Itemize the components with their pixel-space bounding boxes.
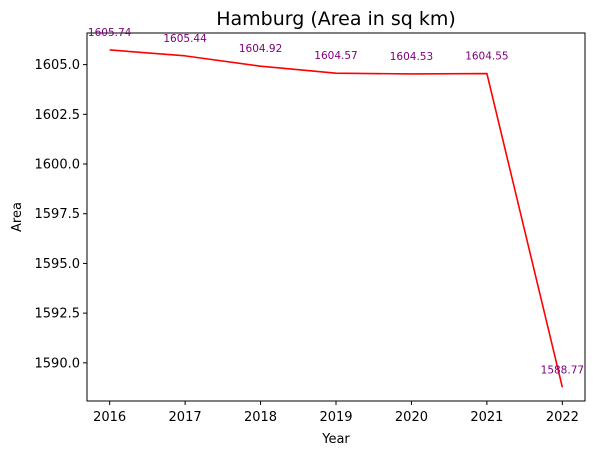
y-tick-label: 1592.5 (35, 307, 81, 322)
x-tick-label: 2018 (244, 410, 277, 425)
data-label: 1605.44 (163, 33, 207, 45)
data-label: 1604.57 (314, 50, 357, 62)
x-tick-label: 2017 (169, 410, 202, 425)
plot-frame (86, 32, 586, 402)
x-axis-title: Year (321, 432, 350, 447)
y-axis-title: Area (10, 202, 25, 232)
chart-title: Hamburg (Area in sq km) (216, 8, 456, 30)
data-label: 1604.92 (239, 43, 282, 55)
x-tick-label: 2022 (546, 410, 579, 425)
y-tick-label: 1590.0 (35, 356, 81, 371)
data-label: 1604.55 (465, 51, 508, 63)
x-tick-label: 2019 (319, 410, 352, 425)
x-tick-label: 2021 (470, 410, 503, 425)
y-tick-label: 1602.5 (35, 108, 81, 123)
y-tick-label: 1605.0 (35, 58, 81, 73)
plot-area: 2016 2017 2018 2019 2020 2021 2022 1590.0 1592.5… (35, 27, 586, 425)
series-line (109, 49, 564, 388)
y-tick-label: 1597.5 (35, 207, 81, 222)
x-tick-label: 2020 (395, 410, 428, 425)
data-label: 1604.53 (390, 51, 433, 63)
x-tick-label: 2016 (93, 410, 126, 425)
data-label: 1605.74 (88, 27, 132, 39)
data-label: 1588.77 (541, 364, 584, 376)
y-tick-label: 1595.0 (35, 257, 81, 272)
y-tick-label: 1600.0 (35, 158, 81, 173)
